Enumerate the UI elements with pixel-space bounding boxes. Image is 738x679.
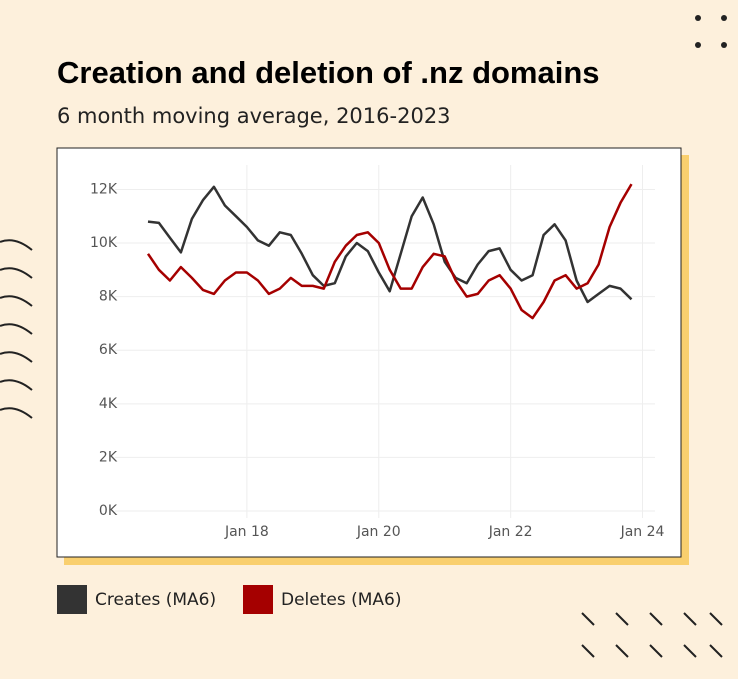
legend: Creates (MA6) Deletes (MA6) — [57, 585, 402, 614]
x-tick-label: Jan 20 — [356, 524, 401, 540]
legend-swatch — [243, 585, 273, 614]
chart-subtitle: 6 month moving average, 2016-2023 — [57, 104, 451, 128]
chart-title: Creation and deletion of .nz domains — [57, 55, 600, 90]
decoration — [0, 239, 723, 658]
legend-label: Creates (MA6) — [95, 590, 216, 610]
y-tick-label: 8K — [99, 289, 118, 305]
x-tick-label: Jan 24 — [620, 524, 665, 540]
y-tick-label: 10K — [90, 235, 118, 251]
y-tick-label: 4K — [99, 396, 118, 412]
plot-box — [56, 147, 682, 558]
data-line — [146, 183, 633, 320]
y-tick-label: 6K — [99, 342, 118, 358]
legend-label: Deletes (MA6) — [281, 590, 402, 610]
x-tick-label: Jan 18 — [224, 524, 269, 540]
y-tick-label: 2K — [99, 449, 118, 465]
data-line — [147, 185, 633, 304]
legend-swatch — [57, 585, 87, 614]
y-tick-label: 0K — [99, 503, 118, 519]
decoration — [695, 15, 727, 48]
x-tick-label: Jan 22 — [488, 524, 533, 540]
y-tick-label: 12K — [90, 181, 118, 197]
